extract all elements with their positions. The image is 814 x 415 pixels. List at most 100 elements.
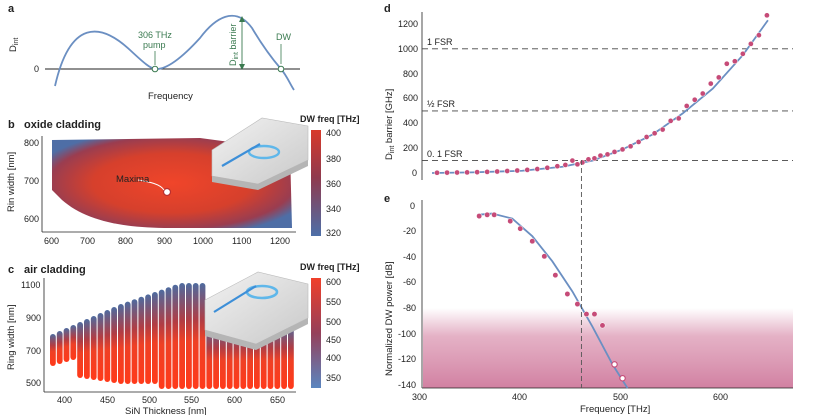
panel-d-y-tick: 400 xyxy=(403,118,418,128)
panel-e-data-point xyxy=(507,218,514,225)
panel-d-data-point xyxy=(635,139,642,145)
panel-a-dint-curve xyxy=(54,15,295,91)
panel-b-y-tick: 800 xyxy=(24,138,39,148)
panel-e-data-point xyxy=(591,311,598,318)
panel-d-y-tick: 0 xyxy=(412,168,417,178)
panel-e-y-label: Normalized DW power [dB] xyxy=(384,261,395,376)
panel-a-barrier-label: Dint barrier xyxy=(228,24,240,66)
panel-d-data-point xyxy=(494,168,501,175)
panel-c-x-tick: 550 xyxy=(184,395,199,405)
panel-d-ref-label-01fsr: 0. 1 FSR xyxy=(427,149,463,159)
panel-d-data-point xyxy=(707,80,714,87)
panel-d-data-point xyxy=(699,90,706,97)
panel-e-data-point xyxy=(491,211,498,218)
panel-e-x-tick: 500 xyxy=(613,392,628,402)
panel-d-fit-line xyxy=(432,19,769,174)
panel-e-x-tick: 600 xyxy=(713,392,728,402)
panel-d-data-point xyxy=(667,118,674,124)
panel-c-heatmap-column xyxy=(152,292,158,384)
panel-a-barrier-word: barrier xyxy=(228,24,238,53)
panel-c-y-tick: 700 xyxy=(26,346,41,356)
panel-a-barrier-sub: int xyxy=(233,52,240,59)
panel-c-x-tick: 500 xyxy=(142,395,157,405)
panel-c-y-label: Ring width [nm] xyxy=(6,305,17,370)
panel-c-heatmap-column xyxy=(70,325,77,360)
panel-d-data-point xyxy=(748,41,754,47)
panel-d-data-point xyxy=(651,130,658,137)
panel-d-ref-label-halffsr: ½ FSR xyxy=(427,99,456,109)
panel-d-data-point xyxy=(562,162,569,168)
panel-c-y-ticks: 1100 900 700 500 xyxy=(21,280,41,388)
panel-e-y-tick: -80 xyxy=(403,303,416,313)
panel-b-colorbar-tick: 380 xyxy=(326,154,341,164)
panel-a-dw-label: DW xyxy=(276,32,291,42)
panel-e-y-tick: -100 xyxy=(398,329,416,339)
panel-c-heatmap-column xyxy=(124,301,131,384)
panel-c-heatmap-column xyxy=(206,326,213,389)
panel-c-heatmap-column xyxy=(199,283,206,389)
panel-c-x-tick: 450 xyxy=(100,395,115,405)
panel-d-y-tick: 600 xyxy=(403,93,418,103)
panel-d-data-point xyxy=(627,143,634,150)
panel-d-data-point xyxy=(683,103,690,109)
panel-d-data-point xyxy=(723,60,730,67)
panel-c-heatmap-column xyxy=(131,299,138,384)
panel-e-data-point xyxy=(574,301,581,308)
panel-d-data-point xyxy=(434,169,440,176)
panel-b-x-tick: 700 xyxy=(80,236,95,246)
panel-c-heatmap-column xyxy=(281,326,287,389)
panel-c-heatmap-column xyxy=(213,326,219,389)
panel-b-x-tick: 600 xyxy=(44,236,59,246)
panel-e-x-tick: 400 xyxy=(512,392,527,402)
panel-d-data-point xyxy=(444,169,450,176)
panel-e-data-point xyxy=(541,253,548,260)
panel-e-data-point xyxy=(529,238,536,245)
panel-d-data-point xyxy=(740,50,746,57)
panel-b-chip-edge xyxy=(212,160,308,190)
panel-c-x-tick: 650 xyxy=(270,395,285,405)
panel-d-label: d xyxy=(384,3,391,15)
panel-a-zero-tick: 0 xyxy=(34,64,39,74)
panel-b-y-tick: 700 xyxy=(24,176,39,186)
panel-d-data-point xyxy=(611,149,618,155)
panel-b-x-tick: 800 xyxy=(118,236,133,246)
panel-d-data-point xyxy=(574,161,581,168)
panel-c-heatmap-column xyxy=(97,313,104,381)
panel-a-pump-marker xyxy=(151,65,159,73)
panel-b-maxima-marker xyxy=(162,187,172,197)
panel-e-y-tick: -140 xyxy=(398,380,416,390)
panel-a: a Dint 0 306 THz pump Dint barrier DW Fr… xyxy=(8,3,300,102)
panel-d-y-tick: 800 xyxy=(403,69,418,79)
panel-e-data-point xyxy=(476,213,483,220)
panel-d-y-label: Dint barrier [GHz] xyxy=(384,89,396,160)
panel-b-maxima-label: Maxima xyxy=(116,174,150,185)
panel-c-heatmap-column xyxy=(220,326,226,389)
panel-e-y-ticks: 0 -20 -40 -60 -80 -100 -120 -140 xyxy=(398,201,416,390)
panel-e-pink-band xyxy=(423,308,793,388)
panel-e-data-point xyxy=(599,322,606,329)
panel-d-y-tick: 1000 xyxy=(398,44,418,54)
panel-d-data-point xyxy=(643,134,650,140)
panel-d-data-point xyxy=(585,156,592,163)
panel-e-y-tick: 0 xyxy=(410,201,415,211)
panel-c-heatmap-column xyxy=(138,296,145,384)
panel-e-x-ticks: 300 400 500 600 xyxy=(412,392,728,402)
panel-d-y-label-sub: int xyxy=(389,146,396,153)
panel-d-y-label-rest: barrier [GHz] xyxy=(384,89,395,146)
panel-b-ring-icon xyxy=(247,144,281,160)
panel-a-x-label: Frequency xyxy=(148,91,193,102)
panel-e-y-tick: -20 xyxy=(403,226,416,236)
panel-c-heatmap-column xyxy=(186,283,192,389)
panel-a-label: a xyxy=(8,3,15,15)
panel-e-data-point xyxy=(611,361,618,368)
panel-d-data-point xyxy=(756,32,762,39)
panel-c-heatmap-column xyxy=(84,319,90,379)
panel-b-title: oxide cladding xyxy=(24,119,101,131)
panel-b-y-ticks: 600 700 800 xyxy=(24,138,39,224)
panel-c-bus-waveguide xyxy=(213,285,257,313)
panel-c-heatmap-column xyxy=(274,326,281,389)
panel-c-colorbar-title: DW freq [THz] xyxy=(300,262,360,272)
panel-c-y-tick: 1100 xyxy=(21,280,40,290)
panel-b-colorbar xyxy=(311,130,321,236)
panel-c-heatmap-column xyxy=(90,316,97,380)
